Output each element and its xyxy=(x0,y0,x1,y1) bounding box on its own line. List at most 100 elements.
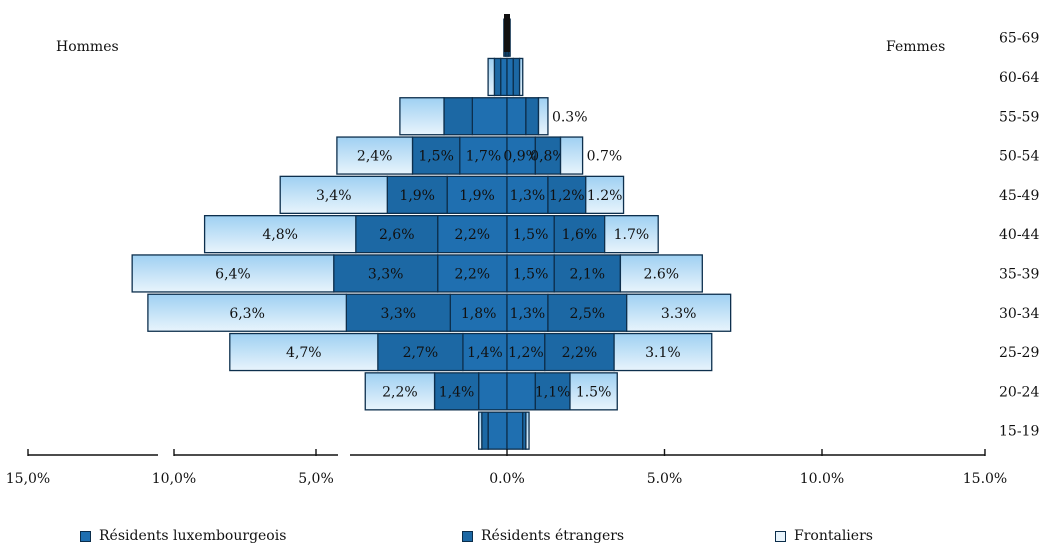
data-label-men-residents-luxembourgeois-35-39: 2,2% xyxy=(455,266,491,282)
data-label-women-frontaliers-35-39: 2.6% xyxy=(644,266,680,282)
bar-women-frontaliers-15-19 xyxy=(525,411,530,450)
bar-women-residents-luxembourgeois-45-49 xyxy=(506,175,549,215)
data-label-women-frontaliers-50-54: 0.7% xyxy=(587,149,623,165)
age-label-60-64: 60-64 xyxy=(999,70,1039,86)
bar-women-frontaliers-50-54 xyxy=(559,136,584,175)
data-label-men-residents-luxembourgeois-30-34: 1,8% xyxy=(461,306,497,322)
legend-item-frontaliers: Frontaliers xyxy=(775,528,873,544)
data-label-women-frontaliers-25-29: 3.1% xyxy=(645,345,681,361)
bar-women-residents-etrangers-20-24 xyxy=(534,372,571,411)
bar-men-residents-etrangers-25-29 xyxy=(377,332,464,372)
age-label-20-24: 20-24 xyxy=(999,384,1039,400)
bar-men-residents-luxembourgeois-15-19 xyxy=(487,411,508,450)
legend-item-residents-etrangers: Résidents étrangers xyxy=(462,528,624,544)
legend-item-residents-luxembourgeois: Résidents luxembourgeois xyxy=(80,528,286,544)
data-label-women-frontaliers-40-44: 1.7% xyxy=(614,227,650,243)
data-label-men-residents-etrangers-25-29: 2,7% xyxy=(403,345,439,361)
data-label-men-frontaliers-35-39: 6,4% xyxy=(215,266,251,282)
bar-men-residents-luxembourgeois-30-34 xyxy=(449,293,508,332)
data-label-men-residents-etrangers-20-24: 1,4% xyxy=(439,384,475,400)
bar-women-residents-etrangers-40-44 xyxy=(553,214,606,254)
x-tick-label-2: 5,0% xyxy=(298,471,334,487)
age-label-35-39: 35-39 xyxy=(999,266,1039,282)
bar-women-residents-luxembourgeois-15-19 xyxy=(506,411,524,450)
data-label-men-frontaliers-25-29: 4,7% xyxy=(286,345,322,361)
bar-women-frontaliers-60-64 xyxy=(518,57,524,97)
bar-women-residents-luxembourgeois-60-64 xyxy=(506,57,514,97)
bar-men-residents-etrangers-40-44 xyxy=(355,214,439,254)
age-axis: 65-69 60-64 55-59 50-54 45-49 40-44 35-39 30-34… xyxy=(999,31,1039,440)
data-label-women-residents-luxembourgeois-25-29: 1,2% xyxy=(508,345,544,361)
x-tick-label-5: 10.0% xyxy=(800,471,844,487)
bar-men-frontaliers-60-64 xyxy=(487,57,496,97)
bar-men-frontaliers-55-59 xyxy=(399,97,445,136)
data-label-women-residents-luxembourgeois-30-34: 1,3% xyxy=(510,306,546,322)
bar-men-residents-etrangers-15-19 xyxy=(481,411,489,450)
age-label-30-34: 30-34 xyxy=(999,306,1039,322)
bar-men-residents-etrangers-45-49 xyxy=(386,175,448,215)
bar-women-frontaliers-45-49 xyxy=(585,175,625,215)
bar-women-frontaliers-20-24 xyxy=(569,372,618,411)
data-label-women-residents-etrangers-45-49: 1,2% xyxy=(549,188,585,204)
x-tick-label-0: 15,0% xyxy=(6,471,50,487)
data-label-women-residents-luxembourgeois-45-49: 1,3% xyxy=(510,188,546,204)
bar-men-residents-etrangers-20-24 xyxy=(433,372,480,411)
bar-men-residents-luxembourgeois-25-29 xyxy=(462,332,508,372)
x-tick-label-3: 0.0% xyxy=(489,471,525,487)
data-label-men-frontaliers-50-54: 2,4% xyxy=(357,149,393,165)
data-label-men-frontaliers-45-49: 3,4% xyxy=(316,188,352,204)
legend-label: Résidents étrangers xyxy=(481,528,625,544)
age-label-25-29: 25-29 xyxy=(999,345,1039,361)
bar-women-residents-luxembourgeois-20-24 xyxy=(506,372,537,411)
data-label-men-residents-luxembourgeois-50-54: 1,7% xyxy=(466,149,502,165)
bar-men-frontaliers-40-44 xyxy=(203,214,357,254)
bar-men-frontaliers-45-49 xyxy=(279,175,388,215)
legend-swatch xyxy=(80,530,91,542)
data-label-women-residents-etrangers-40-44: 1,6% xyxy=(562,227,598,243)
age-label-15-19: 15-19 xyxy=(999,424,1039,440)
legend-swatch xyxy=(775,530,786,542)
bar-men-frontaliers-35-39 xyxy=(131,254,335,293)
bar-men-residents-luxembourgeois-60-64 xyxy=(500,57,508,97)
data-label-women-residents-luxembourgeois-40-44: 1,5% xyxy=(513,227,549,243)
data-label-men-frontaliers-30-34: 6,3% xyxy=(229,306,265,322)
data-label-men-frontaliers-20-24: 2,2% xyxy=(382,384,418,400)
data-label-women-residents-etrangers-20-24: 1,1% xyxy=(535,384,571,400)
data-label-men-residents-etrangers-50-54: 1,5% xyxy=(418,149,454,165)
bar-women-residents-luxembourgeois-40-44 xyxy=(506,214,555,254)
data-label-women-frontaliers-20-24: 1.5% xyxy=(576,384,612,400)
age-label-45-49: 45-49 xyxy=(999,188,1039,204)
bar-women-frontaliers-25-29 xyxy=(613,332,713,372)
x-tick-label-4: 5.0% xyxy=(647,471,683,487)
data-label-men-frontaliers-40-44: 4,8% xyxy=(262,227,298,243)
data-label-women-frontaliers-55-59: 0.3% xyxy=(552,109,588,125)
bar-women-residents-etrangers-30-34 xyxy=(547,293,628,332)
bar-women-residents-etrangers-60-64 xyxy=(512,57,521,97)
data-label-men-residents-luxembourgeois-40-44: 2,2% xyxy=(455,227,491,243)
data-label-men-residents-luxembourgeois-45-49: 1,9% xyxy=(459,188,495,204)
data-label-men-residents-luxembourgeois-25-29: 1,4% xyxy=(467,345,503,361)
bar-women-residents-luxembourgeois-55-59 xyxy=(506,97,527,136)
men-side-label: Hommes xyxy=(56,39,119,55)
x-tick-label-6: 15.0% xyxy=(963,471,1007,487)
bar-women-residents-etrangers-35-39 xyxy=(553,254,622,293)
bar-women-residents-luxembourgeois-30-34 xyxy=(506,293,549,332)
x-tick-label-1: 10,0% xyxy=(152,471,196,487)
data-label-women-residents-etrangers-50-54: 0,8% xyxy=(530,149,566,165)
bar-men-residents-etrangers-30-34 xyxy=(345,293,451,332)
data-label-women-residents-luxembourgeois-35-39: 1,5% xyxy=(513,266,549,282)
bar-men-residents-etrangers-60-64 xyxy=(493,57,502,97)
bar-men-frontaliers-15-19 xyxy=(477,411,483,450)
data-label-men-residents-etrangers-40-44: 2,6% xyxy=(379,227,415,243)
bar-men-residents-etrangers-55-59 xyxy=(443,97,474,136)
bar-men-frontaliers-30-34 xyxy=(147,293,347,332)
age-label-55-59: 55-59 xyxy=(999,109,1039,125)
bar-men-residents-luxembourgeois-20-24 xyxy=(477,372,508,411)
data-label-women-residents-etrangers-30-34: 2,5% xyxy=(570,306,606,322)
bar-men-frontaliers-20-24 xyxy=(364,372,436,411)
bar-women-residents-etrangers-45-49 xyxy=(547,175,587,215)
bar-men-residents-luxembourgeois-55-59 xyxy=(471,97,508,136)
bar-men-frontaliers-25-29 xyxy=(229,332,379,372)
bar-women-residents-luxembourgeois-50-54 xyxy=(506,136,537,175)
